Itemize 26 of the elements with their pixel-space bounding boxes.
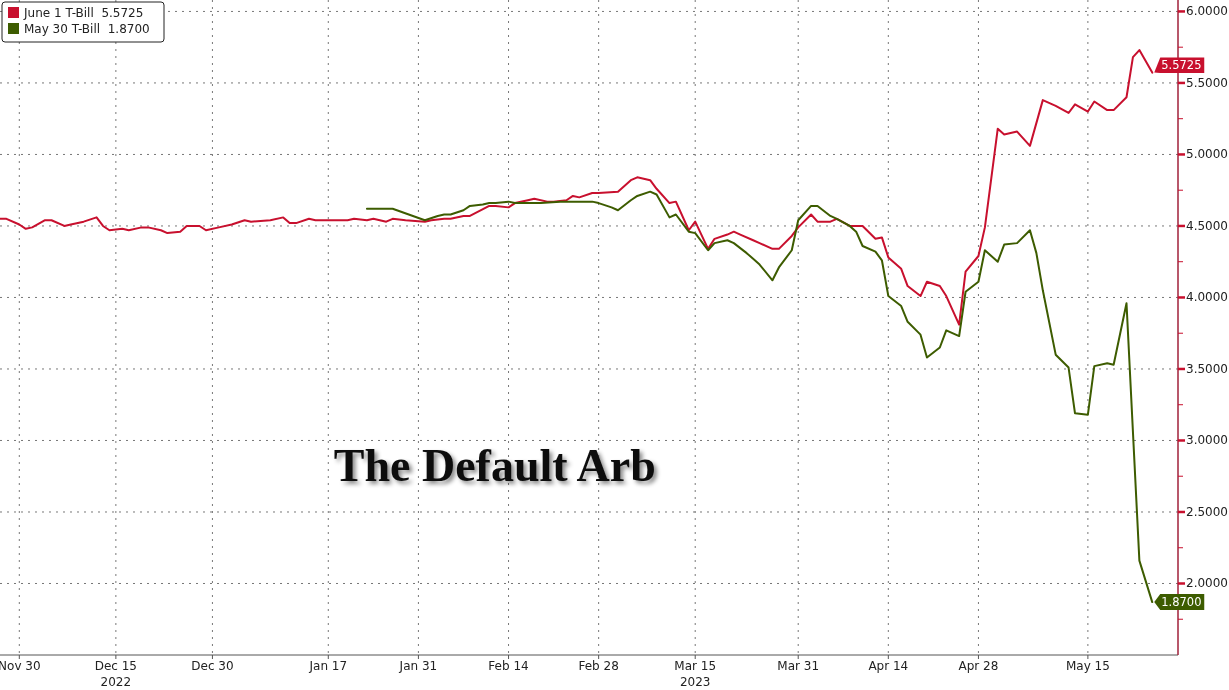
y-tick-label: 2.0000 <box>1186 576 1228 591</box>
y-tick-label: 4.5000 <box>1186 218 1228 233</box>
legend-label: May 30 T-Bill 1.8700 <box>24 22 150 36</box>
legend-label: June 1 T-Bill 5.5725 <box>23 6 144 20</box>
x-tick-label: Jan 17 <box>308 659 348 673</box>
x-tick-label: Dec 15 2022 <box>94 659 138 689</box>
y-tick-label: 3.5000 <box>1186 361 1228 376</box>
x-tick-label: Feb 14 <box>488 659 529 673</box>
x-tick-label: Feb 28 <box>578 659 619 673</box>
annotation: 5.5725 <box>1161 58 1202 73</box>
y-tick-label: 2.5000 <box>1186 504 1228 519</box>
x-tick-label: May 15 <box>1065 659 1110 673</box>
x-tick-label: Jan 31 <box>398 659 438 673</box>
x-tick-label: Apr 28 <box>958 659 999 673</box>
x-tick-label: Mar 15 2023 <box>674 659 717 689</box>
x-tick-label: Mar 31 <box>777 659 820 673</box>
y-tick-label: 4.0000 <box>1186 290 1228 305</box>
y-tick-label: 6.0000 <box>1186 4 1228 19</box>
y-tick-label: 5.0000 <box>1186 147 1228 162</box>
annotation: The Default Arb <box>333 440 656 492</box>
x-tick-label: Nov 30 <box>0 659 41 673</box>
annotation: 1.8700 <box>1161 595 1202 610</box>
x-tick-label: Apr 14 <box>868 659 909 673</box>
y-tick-label: 3.0000 <box>1186 433 1228 448</box>
x-tick-label: Dec 30 <box>191 659 234 673</box>
y-tick-label: 5.5000 <box>1186 75 1228 90</box>
